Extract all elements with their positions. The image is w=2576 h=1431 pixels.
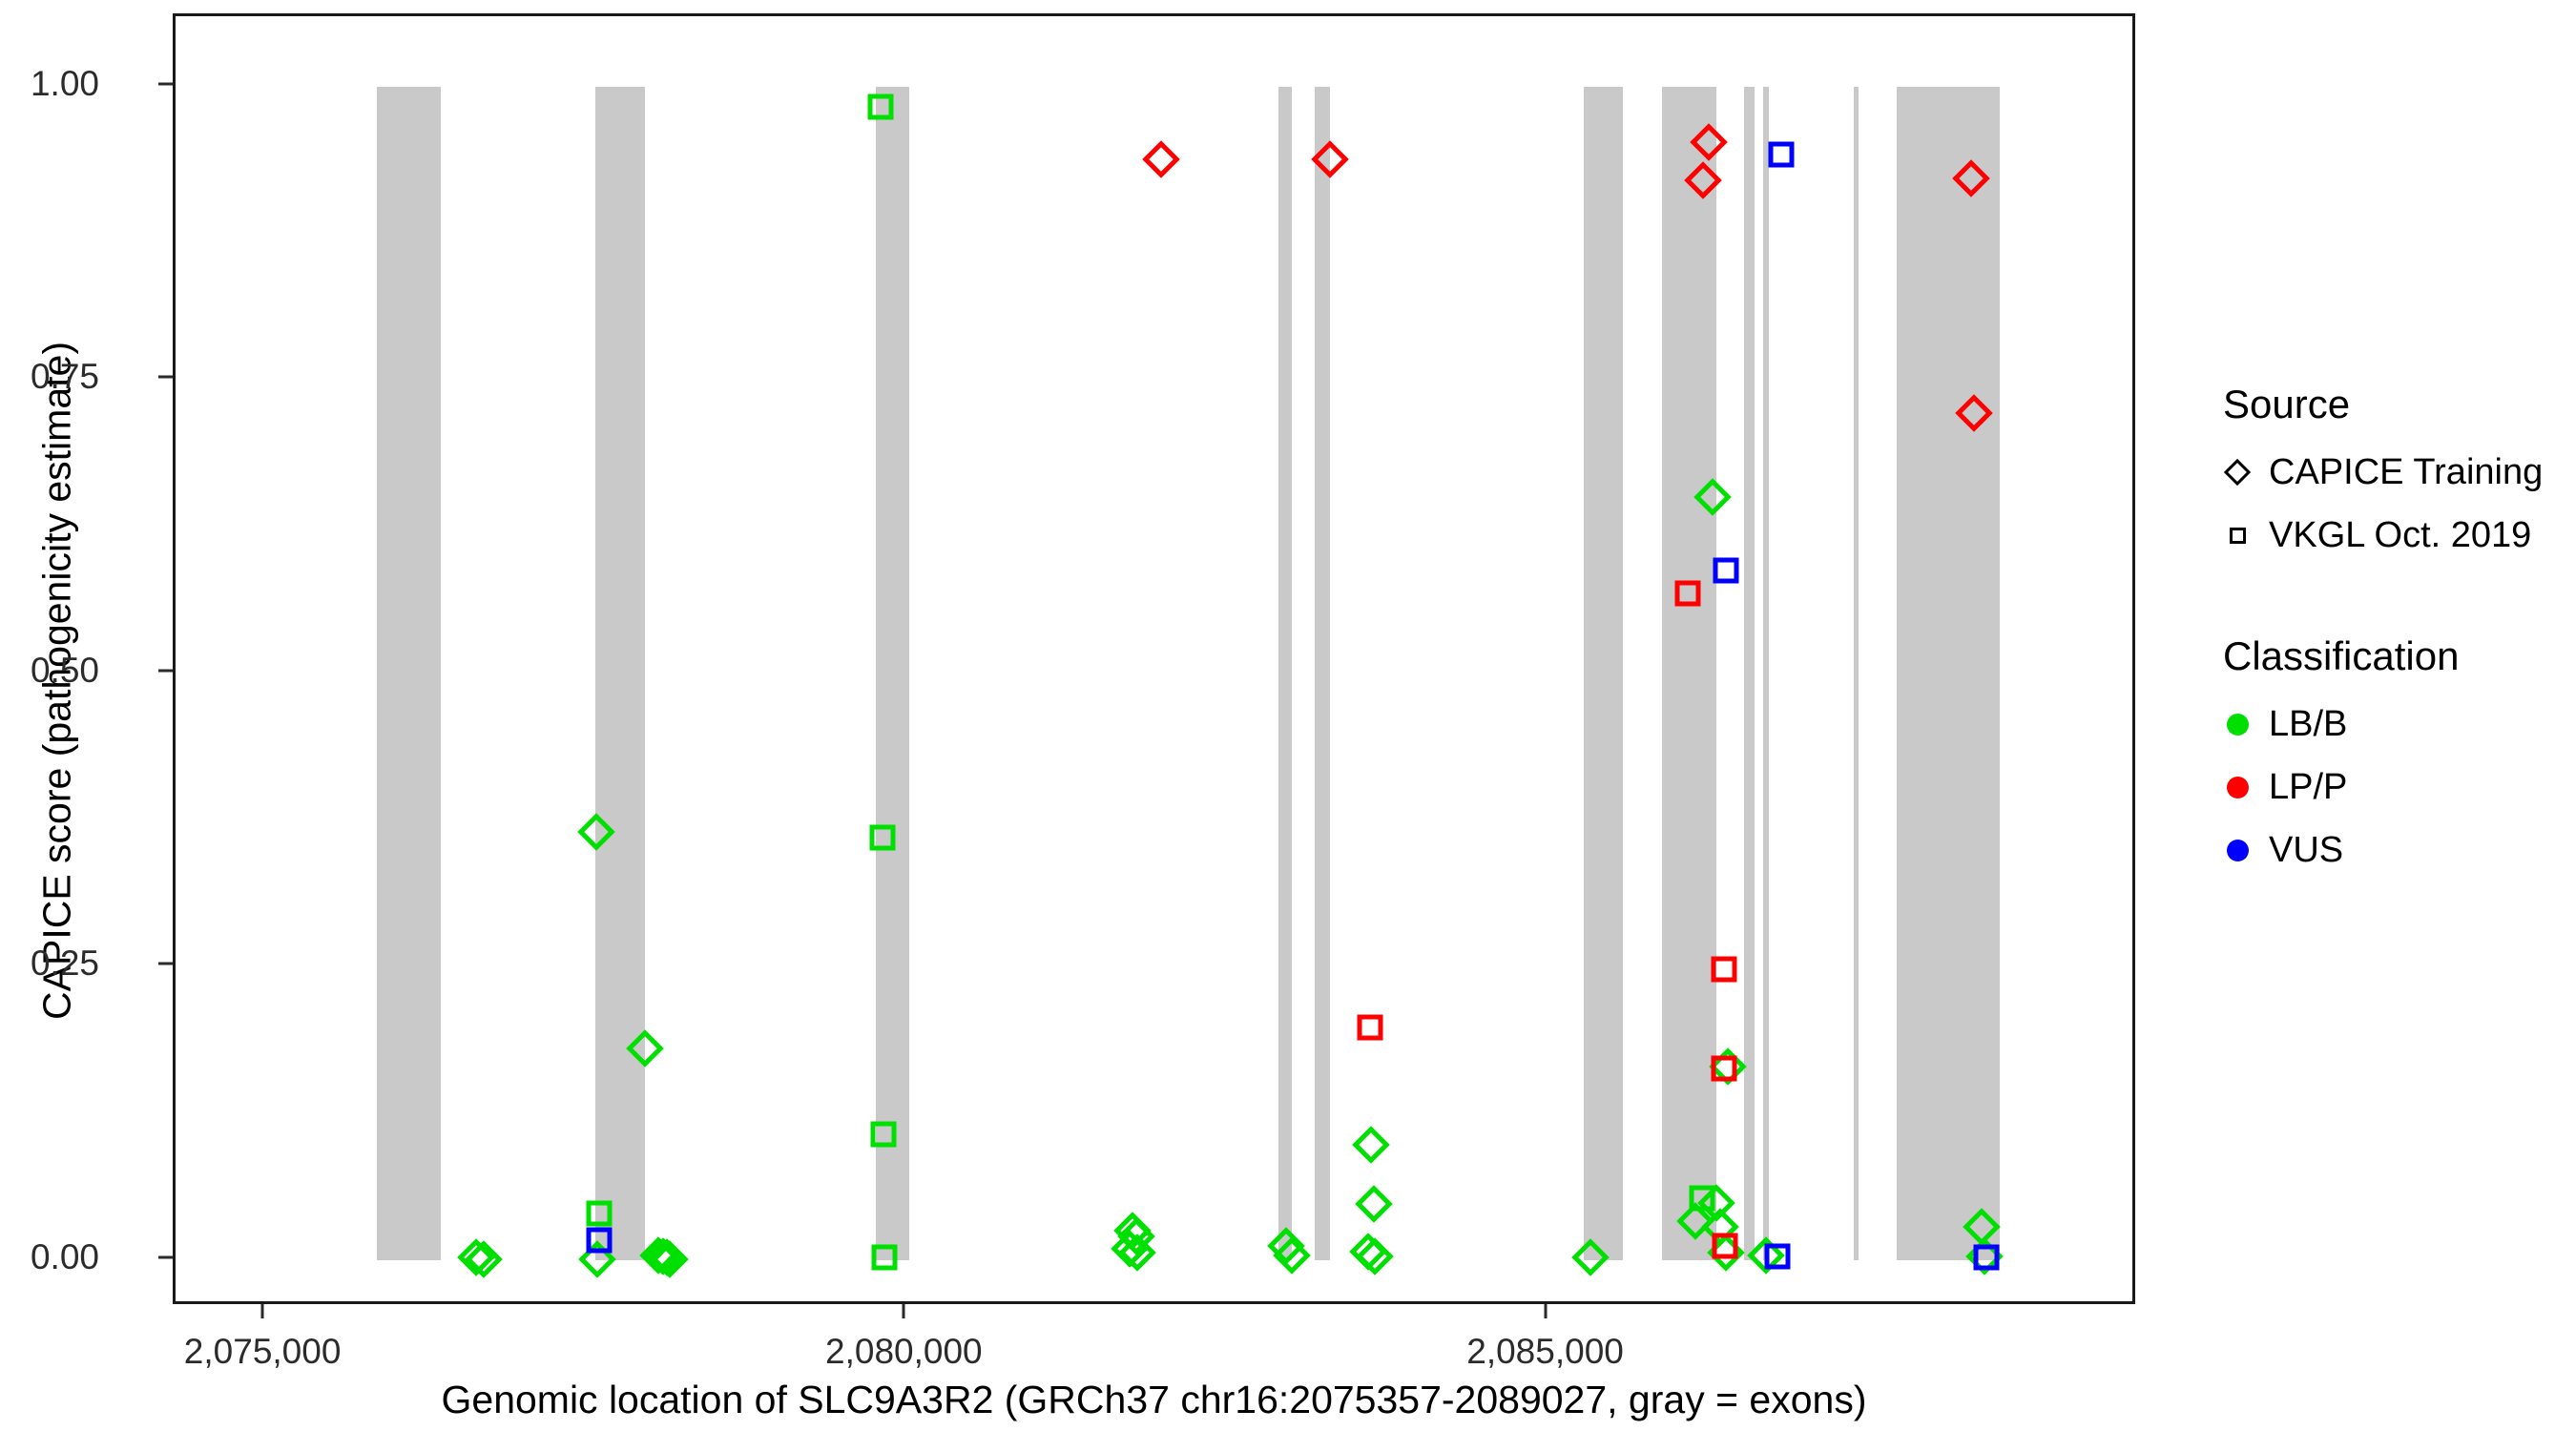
x-tick-mark	[260, 1304, 264, 1318]
green-dot-icon	[2206, 713, 2269, 736]
legend-title-source: Source	[2223, 382, 2351, 426]
exon-band	[1314, 86, 1330, 1260]
y-tick-mark	[158, 82, 173, 86]
exon-band	[1278, 86, 1292, 1260]
exon-band	[377, 86, 442, 1260]
y-tick-mark	[158, 375, 173, 379]
data-point-square	[871, 1244, 898, 1271]
plot-area	[176, 16, 2132, 1301]
y-tick-mark	[158, 1255, 173, 1259]
data-point-square	[586, 1227, 613, 1254]
exon-band	[594, 86, 646, 1260]
legend-item-vkgl[interactable]: VKGL Oct. 2019	[2206, 504, 2559, 567]
y-tick-mark	[158, 669, 173, 673]
legend-title-classification: Classification	[2223, 633, 2460, 678]
data-point-square	[867, 93, 894, 120]
x-tick-label: 2,085,000	[1466, 1332, 1624, 1371]
x-axis-title: Genomic location of SLC9A3R2 (GRCh37 chr…	[441, 1378, 1867, 1421]
data-point-square	[1764, 1243, 1791, 1270]
y-tick-label: 0.00	[30, 1236, 99, 1276]
y-tick-label: 1.00	[30, 63, 99, 103]
y-tick-label: 0.75	[30, 357, 99, 397]
data-point-diamond	[1352, 1126, 1390, 1165]
data-point-diamond	[1354, 1184, 1393, 1223]
data-point-square	[1973, 1244, 2000, 1271]
legend-label-vkgl: VKGL Oct. 2019	[2269, 514, 2532, 555]
square-marker-icon	[2206, 527, 2269, 544]
plot-panel	[173, 13, 2135, 1304]
data-point-square	[586, 1200, 613, 1227]
legend-label-lbb: LB/B	[2269, 703, 2348, 744]
x-tick-label: 2,080,000	[825, 1332, 983, 1371]
data-point-square	[1689, 1185, 1715, 1212]
x-tick-mark	[902, 1304, 905, 1318]
legend-label-capice-training: CAPICE Training	[2269, 451, 2544, 492]
data-point-square	[870, 1121, 897, 1148]
x-tick-mark	[1544, 1304, 1548, 1318]
exon-band	[1584, 86, 1623, 1260]
diamond-marker-icon	[2206, 458, 2269, 487]
x-tick-label: 2,075,000	[183, 1332, 342, 1371]
exon-band	[1897, 86, 2000, 1260]
y-tick-label: 0.25	[30, 944, 99, 984]
exon-band	[1744, 86, 1755, 1260]
legend: Source CAPICE Training VKGL Oct. 2019 Cl…	[2206, 382, 2559, 948]
y-tick-mark	[158, 962, 173, 965]
data-point-square	[1357, 1014, 1383, 1041]
legend-group-classification: Classification LB/B LP/P VUS	[2206, 633, 2559, 881]
data-point-square	[1711, 956, 1737, 983]
legend-item-lpp[interactable]: LP/P	[2206, 756, 2559, 819]
exon-band	[1853, 86, 1859, 1260]
data-point-square	[1712, 1233, 1738, 1259]
data-point-square	[869, 824, 896, 851]
blue-dot-icon	[2206, 839, 2269, 861]
data-point-square	[1768, 141, 1795, 168]
legend-label-lpp: LP/P	[2269, 766, 2348, 807]
data-point-square	[1711, 1055, 1737, 1082]
data-point-square	[1674, 580, 1701, 607]
data-point-diamond	[1141, 140, 1180, 178]
exon-band	[876, 86, 910, 1260]
exon-band	[1662, 86, 1716, 1260]
legend-item-vus[interactable]: VUS	[2206, 819, 2559, 881]
legend-item-capice-training[interactable]: CAPICE Training	[2206, 441, 2559, 504]
legend-item-lbb[interactable]: LB/B	[2206, 693, 2559, 756]
red-dot-icon	[2206, 776, 2269, 798]
y-tick-label: 0.50	[30, 650, 99, 690]
legend-label-vus: VUS	[2269, 829, 2344, 870]
legend-group-source: Source CAPICE Training VKGL Oct. 2019	[2206, 382, 2559, 567]
data-point-square	[1713, 557, 1739, 584]
exon-band	[1763, 86, 1769, 1260]
